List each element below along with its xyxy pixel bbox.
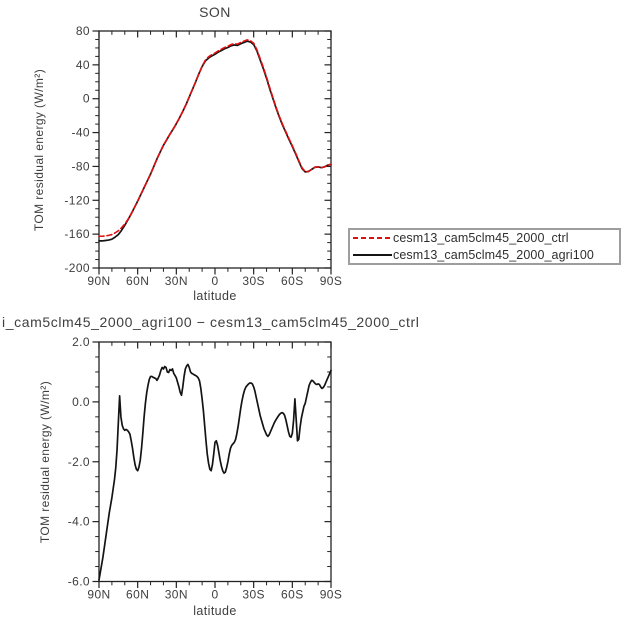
panel-2-ticks: 90N 60N 30N 0 30S 60S 90S 2.0 0.0 -2.0 -4.0 -6.0 <box>68 335 343 602</box>
panel-2-xtick-label: 90N <box>87 588 110 602</box>
panel-2-xtick-label: 0 <box>211 588 218 602</box>
panel-1-ytick-label: 40 <box>76 58 90 72</box>
panel2-yaxis-label: TOM residual energy (W/m²) <box>38 380 52 544</box>
panel-1-series-0-line <box>98 39 332 238</box>
legend-label-agri100: cesm13_cam5clm45_2000_agri100 <box>393 247 594 262</box>
panel1-title: SON <box>199 4 231 20</box>
panel-1-xtick-label: 90S <box>320 274 343 288</box>
panel-1-ytick-label: 0 <box>83 92 90 106</box>
panel-2-ytick-label: -4.0 <box>68 515 90 529</box>
panel-1-xtick-label: 90N <box>87 274 110 288</box>
legend-item-ctrl: cesm13_cam5clm45_2000_ctrl <box>350 230 619 246</box>
panel-2-box <box>98 341 332 583</box>
legend-label-ctrl: cesm13_cam5clm45_2000_ctrl <box>393 231 569 246</box>
panel-2: 90N 60N 30N 0 30S 60S 90S 2.0 0.0 -2.0 -4.0 -6.0 <box>68 335 343 602</box>
panel-2-ytick-label: 2.0 <box>72 335 90 349</box>
panel-2-ytick-label: 0.0 <box>72 395 90 409</box>
panel-1: 90N 60N 30N 0 30S 60S 90S 80 40 0 -40 -80 -120 -160 -2… <box>64 24 342 288</box>
panel1-xaxis-label: latitude <box>193 289 237 303</box>
panel-2-xtick-label: 90S <box>320 588 343 602</box>
panel-1-series-1-line <box>98 40 332 242</box>
panel-1-xtick-label: 60N <box>126 274 149 288</box>
legend-item-agri100: cesm13_cam5clm45_2000_agri100 <box>350 247 619 263</box>
panel-1-xtick-label: 30N <box>165 274 188 288</box>
legend-box: cesm13_cam5clm45_2000_ctrl cesm13_cam5cl… <box>348 228 621 265</box>
panel-1-xtick-label: 0 <box>211 274 218 288</box>
panel-2-ytick-label: -2.0 <box>68 455 90 469</box>
panel-1-xtick-label: 60S <box>281 274 304 288</box>
panel-2-xtick-label: 30S <box>242 588 265 602</box>
panel2-xaxis-label: latitude <box>193 604 237 618</box>
panel-2-xtick-label: 60N <box>126 588 149 602</box>
panel-1-ytick-label: 80 <box>76 24 90 38</box>
panel-1-ytick-label: -80 <box>71 159 90 173</box>
panel-2-ytick-label: -6.0 <box>68 575 90 589</box>
legend-line-dashed-red <box>353 237 392 240</box>
panel-2-xtick-label: 60S <box>281 588 304 602</box>
panel-2-xtick-label: 30N <box>165 588 188 602</box>
panel-1-xtick-label: 30S <box>242 274 265 288</box>
panel2-title: i_cam5clm45_2000_agri100 − cesm13_cam5cl… <box>2 314 420 330</box>
legend-line-solid-black <box>353 253 392 256</box>
panel-1-ytick-label: -160 <box>64 227 90 241</box>
panel1-yaxis-label: TOM residual energy (W/m²) <box>32 68 46 232</box>
panel-1-box <box>98 30 332 269</box>
panel-1-ytick-label: -200 <box>64 261 90 275</box>
panel-1-ytick-label: -40 <box>71 126 90 140</box>
panel-2-series-0-line <box>98 363 332 581</box>
panel-1-ytick-label: -120 <box>64 193 90 207</box>
